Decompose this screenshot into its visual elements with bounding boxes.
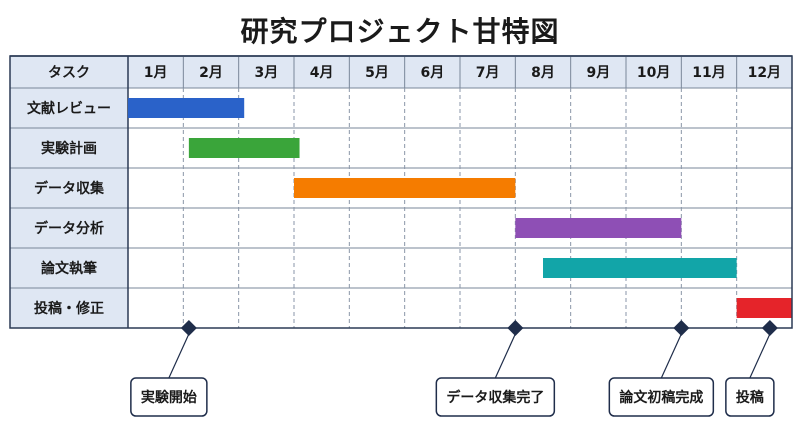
month-label: 7月 bbox=[476, 65, 500, 81]
chart-border bbox=[9, 55, 793, 329]
month-label: 9月 bbox=[586, 65, 610, 81]
month-label: 10月 bbox=[637, 65, 670, 81]
milestone-label: 論文初稿完成 bbox=[619, 389, 703, 406]
milestone-callout bbox=[130, 377, 208, 417]
task-bar bbox=[543, 258, 737, 278]
task-header-label: タスク bbox=[48, 65, 90, 81]
month-label: 3月 bbox=[254, 65, 278, 81]
task-bar bbox=[736, 298, 792, 318]
milestone-label: 実験開始 bbox=[141, 389, 197, 406]
task-bar bbox=[128, 98, 245, 118]
month-label: 4月 bbox=[310, 65, 334, 81]
milestone-callout bbox=[435, 377, 556, 417]
task-bar bbox=[515, 218, 682, 238]
milestone-callout bbox=[608, 377, 715, 417]
milestone-callout bbox=[725, 377, 775, 417]
milestone-diamond bbox=[180, 320, 197, 336]
milestone-connector bbox=[168, 333, 190, 379]
task-bar bbox=[188, 138, 300, 158]
task-bar bbox=[294, 178, 516, 198]
month-label: 6月 bbox=[420, 65, 444, 81]
milestone-diamond bbox=[507, 320, 524, 336]
milestone-connector bbox=[494, 333, 516, 379]
month-label: 5月 bbox=[365, 65, 389, 81]
task-label: 文献レビュー bbox=[27, 100, 111, 117]
task-label: データ収集 bbox=[34, 180, 105, 197]
month-label: 12月 bbox=[748, 65, 781, 81]
month-label: 8月 bbox=[531, 65, 555, 81]
month-label: 2月 bbox=[199, 65, 223, 81]
milestone-label: データ収集完了 bbox=[446, 389, 544, 406]
header-band bbox=[10, 56, 792, 88]
milestone-connector bbox=[749, 333, 771, 379]
task-label: 投稿・修正 bbox=[34, 300, 104, 317]
milestone-connector bbox=[660, 333, 682, 379]
chart-title: 研究プロジェクト甘特図 bbox=[240, 15, 560, 48]
milestone-diamond bbox=[761, 320, 778, 336]
task-label: 実験計画 bbox=[41, 140, 97, 157]
milestone-diamond bbox=[673, 320, 690, 336]
task-label: 論文執筆 bbox=[41, 260, 97, 277]
month-label: 1月 bbox=[144, 65, 168, 81]
task-label: データ分析 bbox=[34, 220, 104, 237]
milestone-label: 投稿 bbox=[736, 389, 764, 406]
month-label: 11月 bbox=[692, 65, 725, 81]
